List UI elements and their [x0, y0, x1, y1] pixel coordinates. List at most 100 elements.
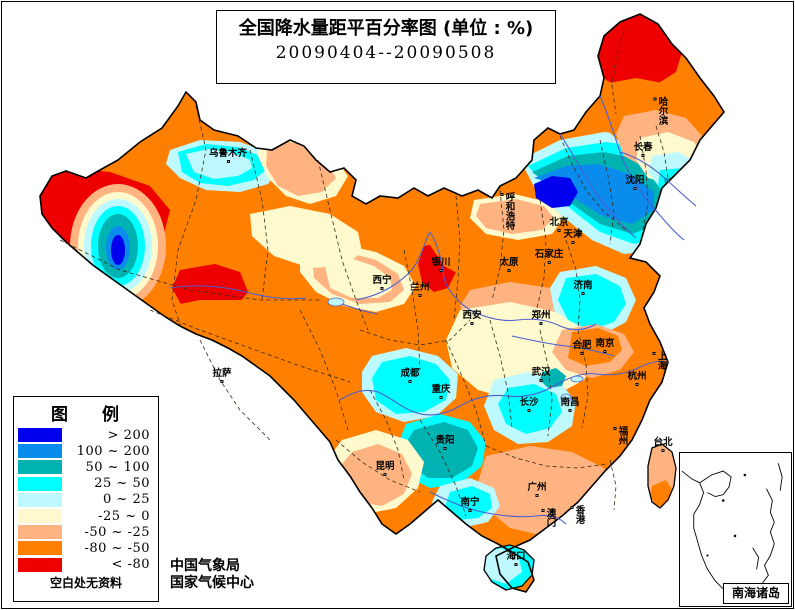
city-name: 哈尔滨 [656, 96, 668, 126]
city-name: 香港 [573, 505, 585, 524]
city-name: 贵阳 [435, 435, 455, 446]
city-marker-dot [539, 322, 543, 325]
city-name: 西安 [462, 310, 482, 321]
legend-range-label: -25 ~ 0 [98, 508, 150, 524]
city-name: 杭州 [627, 371, 647, 382]
city-marker-dot [220, 380, 224, 383]
city-label: 贵阳 [435, 435, 455, 450]
city-marker-dot [468, 509, 472, 512]
city-label: 济南 [573, 280, 593, 295]
city-marker-dot [557, 229, 561, 232]
city-name: 澳门 [544, 508, 556, 527]
city-marker-dot [539, 379, 543, 382]
legend-item: 0 ~ 25 [18, 492, 154, 508]
legend-range-label: -50 ~ -25 [84, 524, 150, 540]
legend-items: > 200 100 ~ 200 50 ~ 100 25 ~ 50 0 ~ 25 -25 ~… [14, 427, 158, 573]
legend-color-swatch [18, 492, 62, 507]
city-marker-dot [418, 294, 422, 297]
hainan-border [483, 544, 535, 591]
legend-color-swatch [18, 541, 62, 556]
city-name: 呼和浩特 [503, 192, 515, 230]
south-china-sea-inset: 南海诸岛 [679, 452, 792, 607]
city-label: 太原 [499, 257, 519, 272]
map-title-box: 全国降水量距平百分率图 (单位 : %) 20090404--20090508 [216, 10, 556, 84]
city-label: 南昌 [560, 397, 580, 412]
city-name: 长沙 [519, 397, 539, 408]
city-name: 台北 [653, 437, 673, 448]
city-marker-dot [603, 350, 607, 353]
city-name: 拉萨 [212, 368, 232, 379]
legend-item: 25 ~ 50 [18, 476, 154, 492]
legend-color-swatch [18, 428, 62, 443]
city-label: 福州 [613, 426, 628, 445]
legend-item: 100 ~ 200 [18, 443, 154, 459]
city-label: 西宁 [372, 275, 392, 290]
city-label: 香港 [570, 505, 585, 524]
inset-title: 南海诸岛 [723, 583, 789, 604]
island-dots [706, 473, 747, 557]
city-name: 天津 [563, 229, 583, 240]
city-marker-dot [653, 97, 657, 101]
city-label: 天津 [563, 229, 583, 244]
city-marker-dot [408, 380, 412, 383]
city-label: 长沙 [519, 397, 539, 412]
city-name: 乌鲁木齐 [208, 148, 248, 159]
legend-no-data-note: 空白处无资料 [49, 575, 122, 590]
legend-color-swatch [18, 525, 62, 540]
city-label: 武汉 [531, 367, 551, 382]
city-label: 台北 [653, 437, 673, 452]
city-label: 合肥 [572, 341, 592, 355]
city-name: 西宁 [372, 275, 392, 286]
city-name: 南昌 [560, 397, 580, 408]
city-label: 重庆 [431, 385, 451, 399]
city-name: 武汉 [531, 367, 551, 378]
city-marker-dot [226, 160, 230, 163]
city-name: 济南 [573, 280, 593, 291]
city-name: 银川 [431, 257, 451, 268]
city-marker-dot [507, 269, 511, 272]
city-name: 石家庄 [534, 249, 564, 260]
city-marker-dot [633, 187, 637, 190]
legend-item: -25 ~ 0 [18, 508, 154, 524]
city-label: 广州 [527, 482, 547, 497]
city-marker-dot [641, 154, 645, 157]
city-name: 长春 [633, 142, 653, 153]
city-name: 上海 [655, 351, 667, 370]
attribution-agency: 中国气象局 [170, 558, 240, 574]
city-label: 杭州 [627, 371, 647, 386]
city-marker-dot [635, 383, 639, 386]
lakes [327, 297, 584, 403]
city-name: 福州 [616, 426, 628, 445]
city-marker-dot [535, 494, 539, 497]
city-label: 拉萨 [212, 368, 232, 383]
city-name: 成都 [400, 368, 420, 379]
legend-range-label: 25 ~ 50 [94, 476, 150, 492]
city-name: 太原 [499, 257, 519, 268]
city-marker-dot [613, 427, 617, 430]
city-name: 海口 [506, 551, 526, 562]
city-label: 乌鲁木齐 [209, 149, 247, 163]
city-marker-dot [568, 409, 572, 412]
china-national-border [39, 13, 725, 593]
city-marker-dot [652, 352, 656, 355]
city-name: 沈阳 [625, 175, 645, 186]
city-label: 郑州 [531, 311, 551, 325]
rivers [169, 95, 697, 525]
city-name: 广州 [527, 482, 547, 493]
legend-color-swatch [18, 444, 62, 459]
city-label: 石家庄 [534, 249, 564, 264]
city-label: 北京 [549, 218, 569, 232]
legend-item: -80 ~ -50 [18, 540, 154, 556]
city-marker-dot [439, 396, 443, 399]
city-label: 澳门 [541, 508, 556, 527]
legend-item: 50 ~ 100 [18, 459, 154, 475]
city-label: 长春 [633, 142, 653, 157]
legend-item: -50 ~ -25 [18, 524, 154, 540]
legend-range-label: -80 ~ -50 [84, 540, 150, 556]
city-label: 呼和浩特 [500, 192, 515, 230]
legend-panel: 图 例 > 200 100 ~ 200 50 ~ 100 25 ~ 50 0 ~ 25-… [13, 396, 159, 602]
city-marker-dot [443, 447, 447, 450]
city-name: 昆明 [375, 461, 395, 472]
legend-item: > 200 [18, 427, 154, 443]
